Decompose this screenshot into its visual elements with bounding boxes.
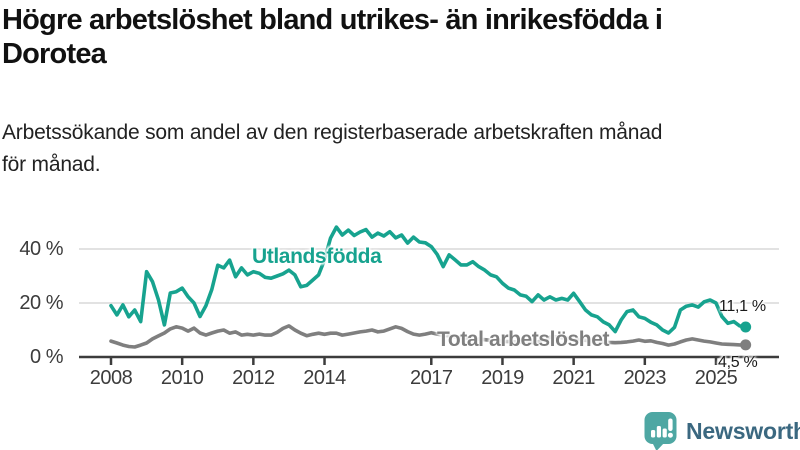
series-end-dot: [740, 339, 752, 351]
x-tick-label: 2025: [694, 367, 738, 389]
page-title-line-2: Dorotea: [2, 37, 107, 70]
series-label-total-arbetsloshet: Total arbetslöshet: [437, 328, 610, 351]
series-end-dot: [740, 321, 752, 333]
y-tick-label: 40 %: [19, 238, 63, 260]
series-line-total-arbetslöshet: [109, 324, 748, 349]
newsworthy-logo[interactable]: Newsworthy: [644, 411, 800, 450]
series-line-utlandsfödda: [109, 225, 748, 335]
x-tick-label: 2010: [160, 367, 204, 389]
x-tick-label: 2012: [232, 367, 275, 389]
x-tick-label: 2021: [552, 367, 595, 389]
y-tick-label: 20 %: [19, 292, 63, 314]
x-tick-label: 2014: [303, 367, 346, 389]
x-tick-label: 2023: [623, 367, 667, 389]
series-label-utlandsfodda: Utlandsfödda: [252, 245, 382, 268]
chart-subtitle-line-2: för månad.: [2, 152, 101, 176]
x-tick-label: 2019: [481, 367, 524, 389]
newsworthy-wordmark: Newsworthy: [686, 417, 800, 444]
y-tick-label: 0 %: [30, 346, 63, 368]
x-tick-label: 2017: [410, 367, 453, 389]
chart-subtitle: Arbetssökande som andel av den registerb…: [2, 117, 794, 180]
newsworthy-icon: [644, 412, 677, 450]
chart-subtitle-line-1: Arbetssökande som andel av den registerb…: [2, 121, 663, 145]
page-title: Högre arbetslöshet bland utrikes- än inr…: [0, 0, 800, 71]
end-value-label-total-arbetsloshet: 4,5 %: [718, 354, 758, 371]
page-title-line-1: Högre arbetslöshet bland utrikes- än inr…: [2, 4, 663, 36]
end-value-label-utlandsfodda: 11,1 %: [719, 298, 766, 315]
x-tick-label: 2008: [89, 367, 133, 389]
